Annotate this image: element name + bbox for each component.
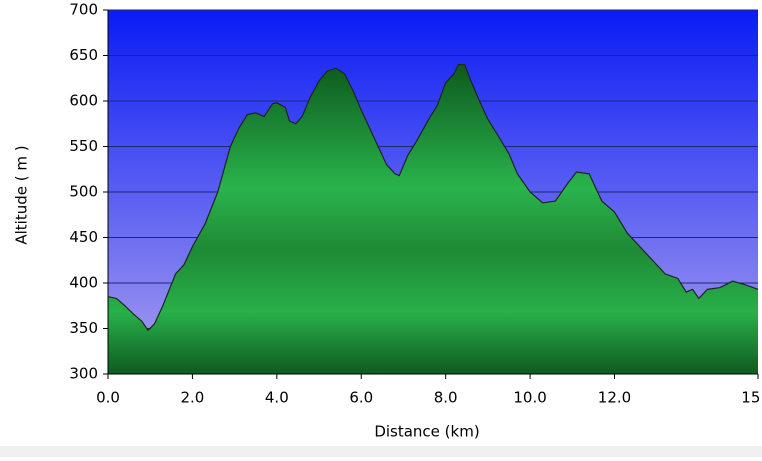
- x-tick-label: 4.0: [265, 389, 289, 407]
- y-tick-label: 700: [69, 1, 98, 19]
- area: [108, 64, 758, 374]
- y-tick-label: 600: [69, 92, 98, 110]
- y-tick-label: 650: [69, 46, 98, 64]
- x-tick-label: 6.0: [349, 389, 373, 407]
- y-tick-label: 400: [69, 274, 98, 292]
- x-tick-label: 8.0: [434, 389, 458, 407]
- area-outline: [107, 63, 759, 332]
- y-tick-label: 450: [69, 228, 98, 246]
- y-tick-label: 350: [69, 319, 98, 337]
- y-tick-label: 300: [69, 365, 98, 383]
- x-tick-label: 10.0: [513, 389, 546, 407]
- y-axis-title: Altitude ( m ): [13, 145, 31, 244]
- footer-strip: [0, 446, 762, 457]
- x-tick-label: 2.0: [180, 389, 204, 407]
- y-tick-label: 550: [69, 137, 98, 155]
- x-tick-label: 0.0: [96, 389, 120, 407]
- x-tick-label: 12.0: [598, 389, 631, 407]
- x-tick-label: 15.4: [741, 389, 762, 407]
- y-tick-label: 500: [69, 183, 98, 201]
- x-axis-title: Distance (km): [374, 423, 479, 441]
